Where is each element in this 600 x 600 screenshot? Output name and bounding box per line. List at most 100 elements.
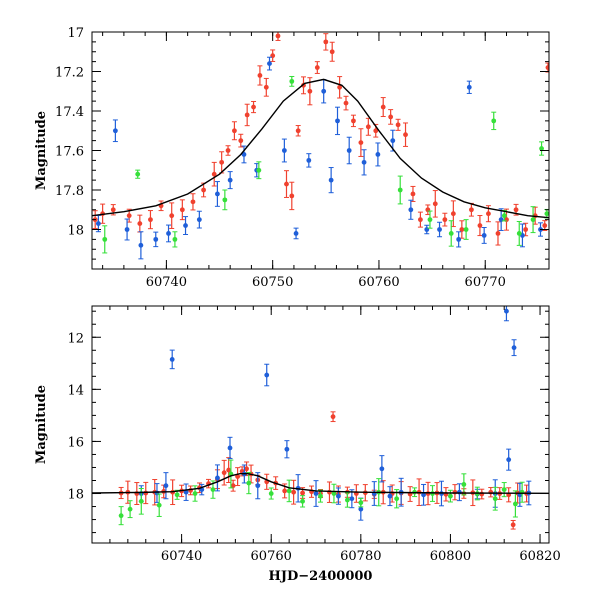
bottom-green-data-point xyxy=(268,491,274,496)
top-blue-data-point xyxy=(293,231,299,236)
bottom-y-axis-label: Magnitude xyxy=(34,385,49,464)
top-red-data-point xyxy=(469,207,474,213)
top-red-data-point xyxy=(323,39,329,45)
bottom-green-data-point xyxy=(344,497,350,503)
bottom-red-data-point xyxy=(488,489,494,495)
top-blue-data-point xyxy=(196,217,202,223)
bottom-red-data-point xyxy=(479,491,485,497)
top-blue-data-point xyxy=(321,88,327,94)
top-red-data-point xyxy=(257,73,263,78)
bottom-blue-data-point xyxy=(349,496,355,502)
top-red-data-point xyxy=(373,128,379,134)
top-green-data-point xyxy=(222,197,228,203)
top-green-data-point xyxy=(256,167,262,173)
top-red-data-point xyxy=(495,231,501,236)
top-blue-data-point xyxy=(124,227,130,232)
bottom-x-tick-label: 60780 xyxy=(340,549,381,564)
bottom-panel: 60740 60760 60780 60800 60820 12 14 16 1… xyxy=(34,305,561,584)
top-red-data-point xyxy=(295,128,301,134)
top-green-data-point xyxy=(530,217,536,223)
bottom-model-curve xyxy=(92,473,549,494)
top-red-data-point xyxy=(137,221,143,226)
bottom-green-data-point xyxy=(331,491,337,496)
bottom-x-tick-label: 60800 xyxy=(430,549,471,564)
top-red-data-point xyxy=(238,138,244,144)
top-y-tick-label: 17.6 xyxy=(55,145,84,160)
bottom-red-data-point xyxy=(226,467,232,473)
top-green-data-point xyxy=(135,171,141,177)
bottom-blue-data-point xyxy=(169,356,175,362)
top-red-data-point xyxy=(477,223,483,228)
top-red-data-point xyxy=(380,104,386,110)
top-red-data-point xyxy=(190,199,196,205)
bottom-red-data-point xyxy=(300,490,305,496)
top-y-axis-label: Magnitude xyxy=(34,111,49,190)
top-green-data-point xyxy=(463,227,469,232)
top-blue-data-point xyxy=(481,233,487,238)
top-red-data-point xyxy=(148,217,153,223)
bottom-green-data-point xyxy=(300,498,305,504)
bottom-x-tick-labels: 60740 60760 60780 60800 60820 xyxy=(161,549,561,564)
bottom-x-tick-label: 60820 xyxy=(519,549,560,564)
top-blue-data-point xyxy=(183,223,188,228)
bottom-green-data-point xyxy=(127,506,133,512)
top-blue-data-point xyxy=(408,207,414,213)
top-red-data-point xyxy=(403,132,408,138)
top-red-data-point xyxy=(169,213,175,219)
bottom-green-data-point xyxy=(210,487,216,493)
bottom-green-data-point xyxy=(246,480,252,486)
top-red-data-point xyxy=(275,33,281,39)
top-red-data-point xyxy=(351,118,356,124)
top-red-data-point xyxy=(450,211,456,217)
top-panel: 60740 60750 60760 60770 17 17.2 17.4 17.… xyxy=(34,26,550,290)
top-red-data-point xyxy=(110,207,116,213)
top-red-data-point xyxy=(410,191,416,197)
bottom-red-data-point xyxy=(327,489,332,495)
top-x-tick-label: 60770 xyxy=(465,275,506,290)
top-red-data-point xyxy=(337,84,343,90)
bottom-blue-data-point xyxy=(456,489,462,495)
bottom-x-tick-label: 60760 xyxy=(251,549,292,564)
bottom-blue-data-point xyxy=(264,372,270,378)
top-green-data-point xyxy=(516,231,522,236)
top-green-data-point xyxy=(539,146,544,151)
bottom-red-data-point xyxy=(235,474,241,479)
bottom-red-data-point xyxy=(221,470,227,476)
bottom-blue-data-point xyxy=(358,506,364,512)
top-red-data-point xyxy=(314,65,320,70)
top-green-data-point xyxy=(397,187,403,193)
bottom-green-data-point xyxy=(286,488,292,494)
bottom-green-data-point xyxy=(138,498,144,504)
bottom-green-data-point xyxy=(174,492,180,498)
top-red-data-point xyxy=(219,159,225,165)
top-x-tick-label: 60750 xyxy=(252,275,293,290)
top-green-data-point xyxy=(501,213,507,219)
bottom-blue-data-point xyxy=(336,493,341,499)
top-red-data-point xyxy=(442,217,448,223)
top-red-data-point xyxy=(251,104,256,110)
bottom-blue-data-point xyxy=(313,491,319,496)
bottom-green-data-point xyxy=(118,513,124,519)
bottom-blue-data-point xyxy=(421,492,426,498)
top-blue-data-point xyxy=(241,152,247,157)
top-green-data-point xyxy=(102,236,108,242)
top-blue-data-point xyxy=(95,221,101,226)
bottom-x-tick-label: 60740 xyxy=(161,549,202,564)
top-red-data-point xyxy=(432,201,438,207)
bottom-blue-data-point xyxy=(163,483,169,489)
bottom-green-data-point xyxy=(192,491,198,496)
bottom-axis-ticks xyxy=(91,306,549,543)
top-green-data-point xyxy=(427,217,433,223)
top-blue-data-point xyxy=(267,61,272,66)
bottom-green-data-point xyxy=(394,496,400,502)
bottom-green-data-point xyxy=(461,482,467,487)
top-red-data-point xyxy=(343,100,349,106)
bottom-blue-data-point xyxy=(227,445,233,451)
bottom-y-tick-label: 12 xyxy=(67,331,84,346)
top-blue-data-point xyxy=(138,242,144,248)
top-red-data-point xyxy=(307,88,313,94)
top-red-data-point xyxy=(418,217,423,223)
bottom-green-data-point xyxy=(156,502,162,508)
top-green-data-point xyxy=(544,211,549,217)
bottom-red-data-point xyxy=(510,522,516,528)
